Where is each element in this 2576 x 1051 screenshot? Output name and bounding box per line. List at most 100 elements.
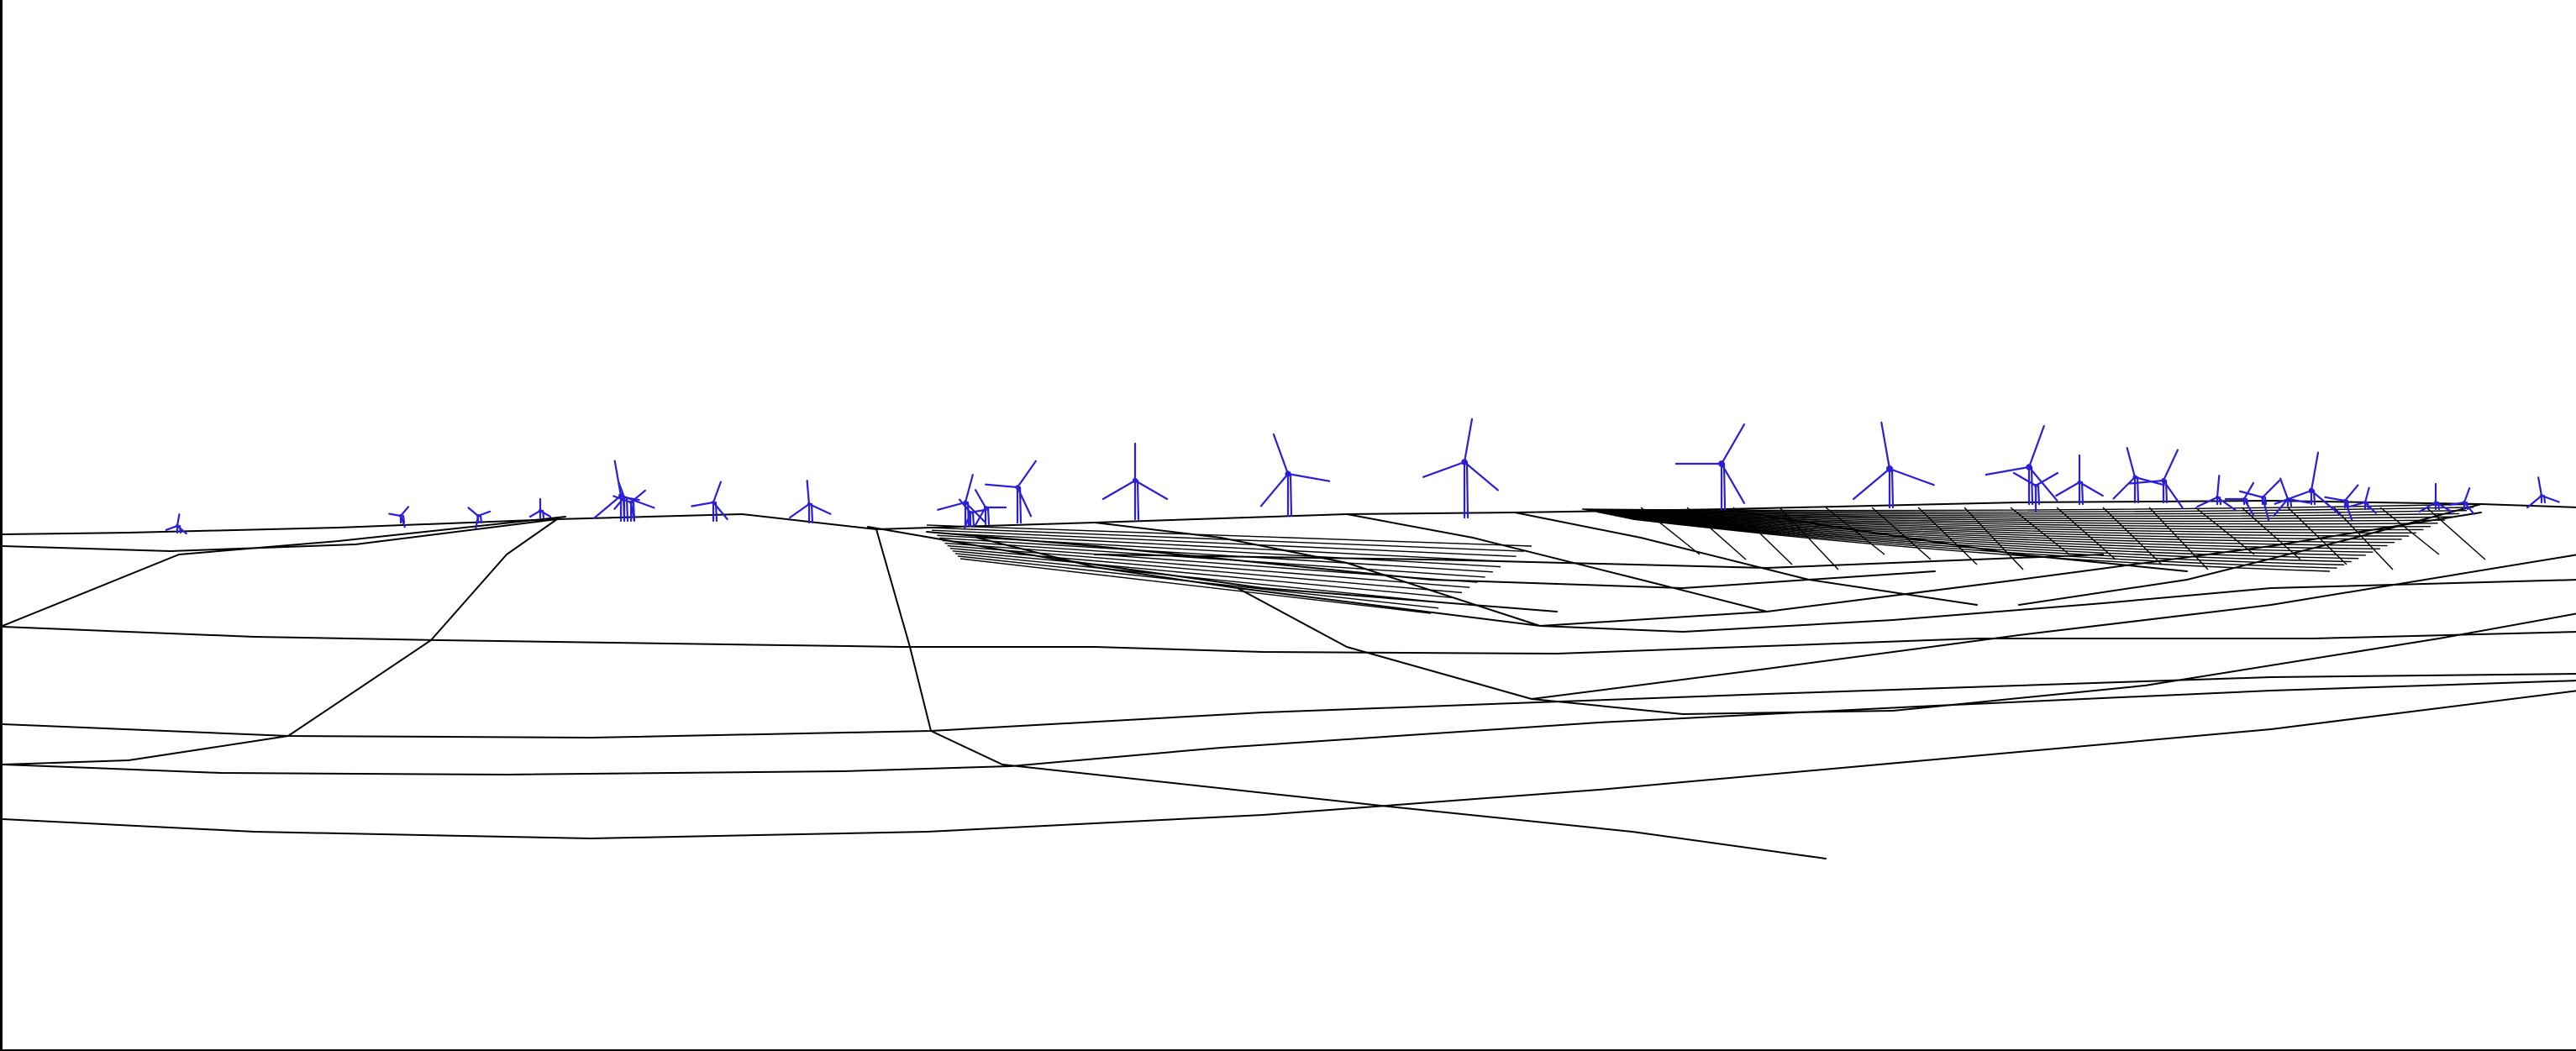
mesh-line [954, 553, 1447, 604]
mesh-line [1964, 507, 2024, 570]
mesh-line [1627, 518, 2345, 566]
mesh-line [1584, 507, 2474, 513]
wind-turbine-icon [1985, 425, 2058, 506]
mesh-line [1611, 514, 2395, 544]
mesh-line [1608, 513, 2402, 540]
terrain-line [287, 518, 558, 737]
mesh-line [932, 529, 1517, 558]
wind-turbine-icon [613, 481, 640, 523]
wind-turbine-icon [1259, 433, 1331, 518]
wind-turbine-icon [467, 507, 492, 529]
terrain-line [1514, 512, 1978, 606]
mesh-line [947, 544, 1470, 588]
mesh-line [1613, 514, 2388, 547]
wind-turbine-icon [2274, 451, 2342, 517]
wind-turbine-icon [2273, 477, 2311, 518]
terrain-line [1094, 554, 2104, 569]
terrain-line [3, 690, 2576, 839]
terrain-line [1531, 554, 2576, 700]
wind-turbine-icon [2012, 471, 2059, 512]
mesh-line [2056, 507, 2116, 560]
wind-turbine-icon [1853, 421, 1935, 509]
terrain-line [930, 730, 1827, 859]
mesh-line [2287, 507, 2347, 565]
mesh-line [2010, 507, 2070, 555]
mesh-line [1622, 517, 2359, 560]
terrain-line [1346, 513, 1768, 612]
mesh-line [1871, 507, 1932, 560]
mesh-line [929, 527, 1524, 552]
terrain-line [3, 735, 289, 765]
mesh-line [944, 542, 1478, 583]
mesh-line [1598, 512, 2431, 528]
mesh-line [2333, 507, 2394, 570]
wind-turbine-icon [958, 498, 988, 529]
terrain-line [3, 680, 2576, 775]
wind-turbine-icon [2224, 481, 2255, 517]
terrain-line [1892, 612, 2576, 712]
wind-turbine-icon [528, 497, 552, 519]
mesh-line [1732, 507, 1793, 565]
mesh-line [1825, 507, 1885, 555]
terrain-dense-mesh [926, 503, 2486, 614]
mesh-line [1640, 507, 1701, 555]
mesh-line [939, 537, 1493, 573]
mesh-line [957, 555, 1439, 609]
wind-turbine-icon [1101, 442, 1169, 521]
wind-turbine-icon [984, 460, 1037, 524]
mesh-line [1601, 512, 2424, 531]
terrain-line [1539, 512, 2482, 627]
mesh-line [1594, 511, 2446, 523]
mesh-line [2426, 507, 2486, 560]
wind-turbine-icon [2196, 474, 2237, 512]
mesh-line [1625, 517, 2352, 563]
mesh-line [934, 532, 1509, 563]
wind-turbine-icon [974, 489, 1007, 526]
wind-turbine-icon [2448, 486, 2475, 515]
terrain-line [3, 626, 2576, 654]
mesh-line [1596, 511, 2438, 525]
wind-turbine-icon [1674, 423, 1746, 511]
wind-turbine-icon [2418, 482, 2453, 513]
wind-turbine-icon [2349, 486, 2377, 514]
terrain-line [1539, 579, 2576, 633]
mesh-line [1620, 516, 2366, 556]
wind-turbine-icon [788, 479, 832, 524]
mesh-line [926, 524, 1532, 547]
terrain-line [875, 528, 932, 732]
wind-turbine-icon [165, 513, 187, 535]
wind-turbine-icon [2324, 484, 2359, 521]
wind-turbine-icon [691, 481, 728, 523]
wind-turbine-icon [2112, 447, 2165, 504]
mesh-line [1630, 518, 2337, 569]
wind-turbine-icon [2055, 454, 2104, 506]
mesh-line [959, 558, 1432, 614]
wind-turbine-group [165, 418, 2560, 535]
mesh-line [2102, 507, 2163, 565]
wind-turbine-icon [1422, 418, 1499, 519]
mesh-line [1686, 507, 1747, 560]
wind-turbine-icon [2238, 480, 2280, 522]
terrain-wireframe [3, 500, 2576, 859]
mesh-line [1603, 512, 2416, 534]
wireframe-scene [3, 418, 2576, 859]
mesh-line [2241, 507, 2301, 560]
terrain-line [3, 500, 2576, 535]
mesh-line [952, 550, 1454, 599]
mesh-line [1581, 503, 2482, 512]
wind-turbine-icon [2129, 449, 2184, 509]
terrain-line [3, 673, 2576, 738]
mesh-line [1779, 507, 1839, 570]
terrain-line [976, 537, 1541, 627]
mesh-line [1591, 510, 2452, 520]
mesh-line [1917, 507, 1978, 565]
wind-turbine-icon [612, 489, 647, 523]
mesh-line [2379, 507, 2440, 555]
mesh-line [1632, 518, 2331, 572]
mesh-line [1606, 513, 2410, 537]
mesh-line [1589, 510, 2460, 518]
wind-turbine-icon [388, 506, 410, 528]
mesh-line [2195, 507, 2255, 555]
mesh-line [949, 547, 1462, 594]
